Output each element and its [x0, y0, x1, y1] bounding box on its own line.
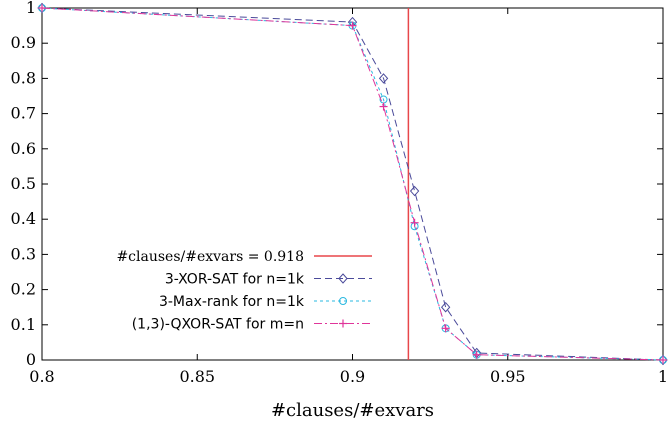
x-tick-label: 0.8 [29, 367, 54, 386]
y-tick-label: 0.3 [11, 244, 36, 263]
plus-marker [379, 102, 388, 111]
diamond-marker [378, 73, 389, 84]
diamond-marker [440, 301, 451, 313]
tick-labels: 0.8 0.85 0.9 0.95 1 0 0.1 0.2 0.3 0.4 0.5 0.6 0.7 0.8… [11, 0, 669, 386]
legend-entry: 3-XOR-SAT for n=1k [165, 272, 372, 288]
series-line [41, 7, 664, 361]
plus-marker [410, 218, 419, 227]
legend-entry: (1,3)-QXOR-SAT for m=n [132, 317, 372, 333]
series-3 [38, 4, 667, 364]
plus-marker [472, 350, 481, 359]
y-tick-label: 0.5 [11, 174, 36, 193]
plus-marker [659, 356, 667, 364]
y-tick-label: 0.2 [11, 280, 36, 299]
series-group [37, 2, 668, 366]
diamond-marker [658, 354, 668, 366]
y-tick-label: 0.6 [11, 139, 36, 158]
plot-area [41, 7, 664, 361]
plus-marker [38, 4, 46, 12]
axis-ticks [41, 7, 664, 361]
y-tick-label: 0.9 [11, 33, 36, 52]
legend-label: (1,3)-QXOR-SAT for m=n [132, 317, 304, 333]
y-tick-label: 0.4 [11, 209, 36, 228]
series-2 [38, 4, 667, 364]
diamond-marker [338, 273, 348, 284]
legend-label: 3-XOR-SAT for n=1k [165, 272, 305, 288]
legend-label: #clauses/#exvars = 0.918 [116, 249, 304, 265]
plus-marker [348, 21, 357, 30]
series-line [41, 7, 664, 361]
x-axis-label: #clauses/#exvars [271, 400, 434, 421]
plot-frame [41, 7, 664, 361]
x-tick-label: 0.85 [179, 367, 215, 386]
legend-entry: 3-Max-rank for n=1k [159, 294, 372, 310]
legend: #clauses/#exvars = 0.918 3-XOR-SAT for n=… [116, 249, 372, 333]
series-1 [37, 2, 668, 366]
legend-entry: #clauses/#exvars = 0.918 [116, 249, 372, 265]
y-tick-label: 1 [26, 0, 36, 17]
x-tick-label: 0.95 [490, 367, 526, 386]
x-tick-label: 0.9 [340, 367, 365, 386]
diamond-marker [409, 185, 420, 197]
y-tick-label: 0.1 [11, 315, 36, 334]
plus-marker [339, 319, 347, 328]
x-tick-label: 1 [658, 367, 668, 386]
y-tick-label: 0.7 [11, 104, 36, 123]
circle-marker [339, 297, 347, 305]
legend-label: 3-Max-rank for n=1k [159, 294, 305, 310]
y-tick-label: 0.8 [11, 68, 36, 87]
plus-marker [441, 324, 450, 333]
y-tick-label: 0 [26, 350, 36, 369]
diamond-marker [37, 2, 47, 14]
series-line [41, 7, 664, 361]
